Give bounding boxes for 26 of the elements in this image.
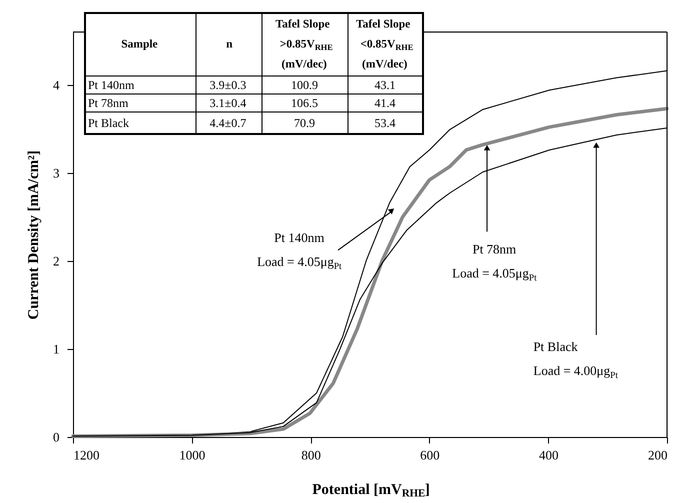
annotation: Sample [121,38,158,50]
x-tick-label: 1000 [179,448,206,462]
y-tick-label: 1 [53,341,60,356]
x-tick-label: 200 [648,448,668,462]
y-tick-label: 3 [53,165,60,180]
x-tick-label: 400 [538,448,558,462]
annotation: 41.4 [374,96,396,110]
x-tick-label: 1200 [74,448,100,462]
annotation: Pt Black [88,116,129,130]
annotation: 43.1 [374,78,396,92]
y-tick-label: 4 [53,77,60,92]
x-tick-label: 600 [420,448,440,462]
annotation: 3.1±0.4 [210,96,246,110]
annotation: n [226,38,234,50]
annotation: 70.9 [294,116,316,130]
annotation: 3.9±0.3 [210,78,246,92]
annotation: 4.4±0.7 [210,116,246,130]
annotation: Pt 140nm [88,78,136,92]
annotation: Pt 78nm [88,96,130,110]
y-axis-title: Current Density [mA/cm²] [26,150,42,320]
annotation: 106.5 [291,96,318,110]
x-tick-label: 800 [301,448,321,462]
annotation: 100.9 [291,78,318,92]
y-tick-label: 2 [53,253,60,268]
y-tick-label: 0 [53,430,60,444]
annotation: 53.4 [374,116,396,130]
